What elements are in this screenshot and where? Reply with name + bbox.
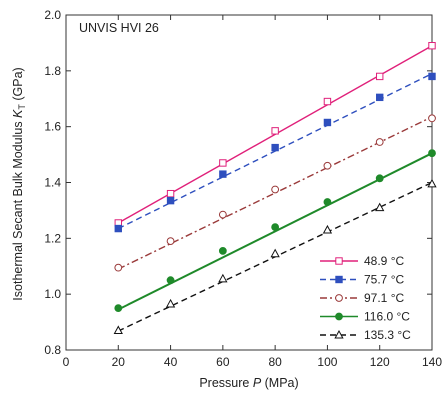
data-point xyxy=(218,273,228,283)
series-3 xyxy=(114,149,436,313)
data-point xyxy=(271,223,280,232)
legend-item: 75.7 °C xyxy=(320,273,404,287)
data-point xyxy=(165,298,176,308)
data-point xyxy=(375,202,385,212)
series-4 xyxy=(113,178,437,334)
data-point xyxy=(218,210,227,219)
data-point xyxy=(323,97,332,106)
x-axis-ticks: 0 20 40 60 80 100 120 140 xyxy=(63,15,442,369)
data-point xyxy=(113,325,123,334)
legend-swatch-marker xyxy=(335,257,343,265)
legend-item: 97.1 °C xyxy=(320,291,404,305)
data-point xyxy=(323,118,332,127)
legend-item: 135.3 °C xyxy=(320,328,411,342)
y-tick-label: 1.4 xyxy=(44,176,61,190)
y-axis-title: Isothermal Secant Bulk Modulus KT (GPa) xyxy=(11,67,27,300)
data-point xyxy=(428,149,436,158)
y-axis-ticks: 0.8 1.0 1.2 1.4 1.6 1.8 2.0 xyxy=(44,8,432,357)
legend-item: 116.0 °C xyxy=(320,310,410,324)
legend-label: 48.9 °C xyxy=(364,254,404,268)
series-0 xyxy=(114,42,436,227)
legend-swatch-marker xyxy=(334,329,344,339)
data-point xyxy=(323,161,332,170)
data-point xyxy=(166,196,175,205)
data-point xyxy=(427,178,437,188)
y-tick-label: 1.6 xyxy=(44,120,61,134)
legend-swatch-marker xyxy=(335,312,343,321)
y-tick-label: 0.8 xyxy=(44,343,61,357)
series-layer xyxy=(113,42,437,334)
y-tick-label: 1.2 xyxy=(44,231,61,245)
y-tick-label: 1.8 xyxy=(44,64,61,78)
data-point xyxy=(376,72,384,81)
data-point xyxy=(428,42,436,50)
legend-swatch-marker xyxy=(335,275,343,284)
data-point xyxy=(375,174,384,183)
data-point xyxy=(271,185,280,194)
x-tick-label: 140 xyxy=(422,355,442,369)
y-tick-label: 2.0 xyxy=(44,8,61,22)
y-tick-label: 1.0 xyxy=(44,287,61,301)
data-point xyxy=(114,304,123,313)
legend-label: 75.7 °C xyxy=(364,273,404,287)
legend-label: 97.1 °C xyxy=(364,291,404,305)
data-point xyxy=(218,246,227,255)
x-axis-title: Pressure P (MPa) xyxy=(199,376,298,390)
chart-annotation: UNVIS HVI 26 xyxy=(79,21,159,35)
x-tick-label: 100 xyxy=(317,355,337,369)
legend-swatch-marker xyxy=(335,294,343,302)
data-point xyxy=(219,159,227,167)
x-tick-label: 40 xyxy=(164,355,178,369)
data-point xyxy=(114,224,122,233)
legend-label: 116.0 °C xyxy=(364,310,410,324)
data-point xyxy=(271,127,279,135)
data-point xyxy=(376,93,384,102)
data-point xyxy=(323,198,332,206)
data-point xyxy=(375,138,384,146)
x-tick-label: 0 xyxy=(63,355,70,369)
data-point xyxy=(219,170,227,178)
data-point xyxy=(270,248,280,258)
data-point xyxy=(166,237,175,246)
x-tick-label: 20 xyxy=(112,355,126,369)
data-point xyxy=(166,189,175,198)
data-point xyxy=(428,114,436,123)
data-point xyxy=(322,224,333,234)
data-point xyxy=(271,143,279,152)
series-1 xyxy=(114,72,436,233)
data-point xyxy=(428,72,436,81)
legend-label: 135.3 °C xyxy=(364,328,411,342)
x-tick-label: 120 xyxy=(370,355,390,369)
x-tick-label: 80 xyxy=(268,355,282,369)
legend-item: 48.9 °C xyxy=(320,254,404,268)
legend: 48.9 °C 75.7 °C 97.1 °C 116.0 °C 135.3 °C xyxy=(320,254,411,342)
data-point xyxy=(166,276,175,285)
x-tick-label: 60 xyxy=(216,355,230,369)
series-2 xyxy=(114,114,436,272)
data-point xyxy=(114,263,123,272)
